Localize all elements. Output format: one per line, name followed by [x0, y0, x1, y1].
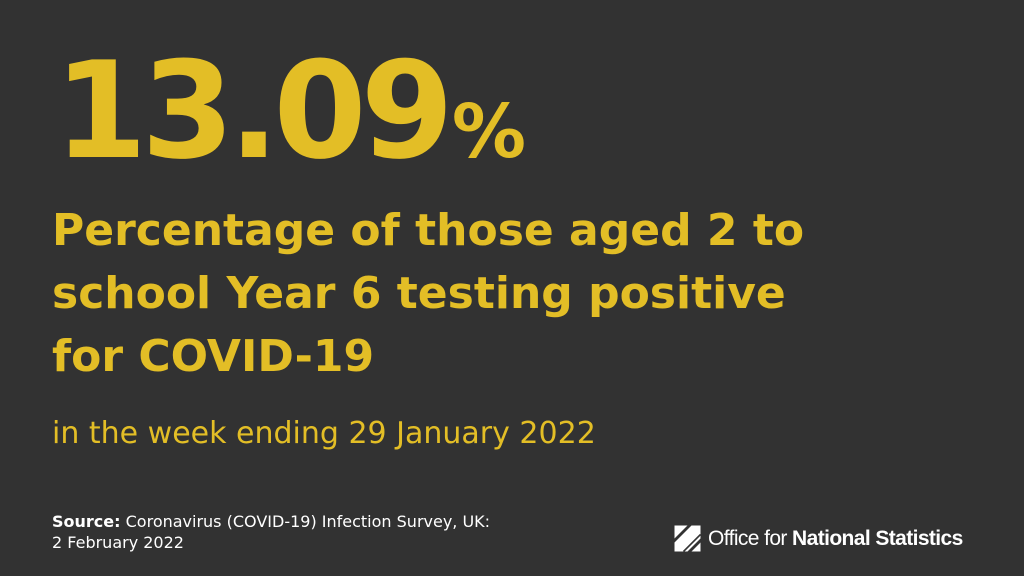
ons-logo-icon	[674, 525, 701, 552]
headline-statistic: 13.09%	[54, 44, 526, 178]
ons-wordmark: Office for National Statistics	[708, 528, 963, 549]
ons-wordmark-bold: National Statistics	[792, 526, 963, 550]
source-label: Source:	[52, 512, 121, 531]
description-line: for COVID-19	[52, 331, 375, 382]
description-line: Percentage of those aged 2 to	[52, 205, 805, 256]
description-line: school Year 6 testing positive	[52, 268, 786, 319]
source-date: 2 February 2022	[52, 533, 184, 552]
statistic-description: Percentage of those aged 2 to school Yea…	[52, 199, 912, 388]
ons-wordmark-regular: Office for	[708, 526, 793, 550]
statistic-unit: %	[451, 89, 527, 175]
ons-logo: Office for National Statistics	[674, 523, 963, 553]
source-text: Coronavirus (COVID-19) Infection Survey,…	[125, 512, 491, 531]
source-note: Source: Coronavirus (COVID-19) Infection…	[52, 511, 572, 553]
reporting-period: in the week ending 29 January 2022	[52, 416, 596, 451]
statistic-value: 13.09	[54, 33, 454, 189]
